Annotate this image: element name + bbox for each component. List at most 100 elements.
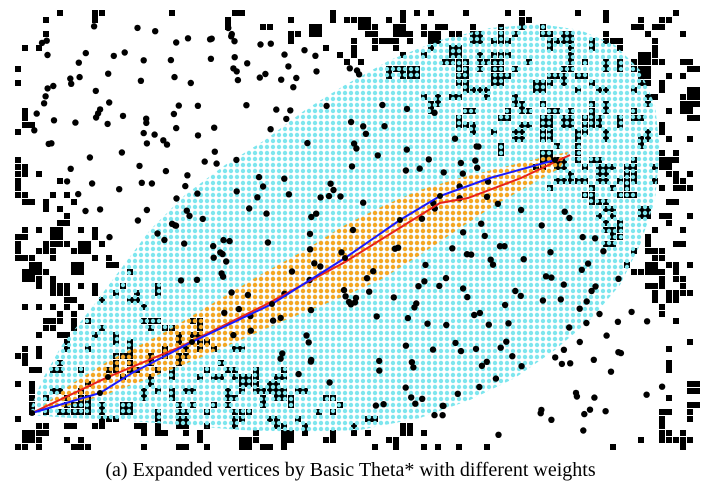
obstacle-cell: [15, 171, 21, 177]
obstacle-cell: [36, 171, 42, 177]
obstacle-dot: [67, 165, 74, 172]
obstacle-dot: [411, 304, 418, 311]
obstacle-cell: [288, 31, 294, 44]
obstacle-cell: [687, 339, 693, 345]
obstacle-cell: [680, 59, 693, 65]
obstacle-dot: [483, 193, 491, 200]
obstacle-cell: [36, 45, 42, 51]
obstacle-dot: [259, 183, 267, 190]
obstacle-dot: [313, 210, 320, 217]
obstacle-dot: [520, 256, 527, 263]
obstacle-dot: [337, 193, 344, 200]
obstacle-cell: [71, 444, 84, 450]
obstacle-dot: [374, 152, 381, 159]
obstacle-cell: [414, 10, 420, 16]
obstacle-cell: [50, 248, 56, 254]
obstacle-cell: [645, 248, 658, 254]
obstacle-dot: [281, 175, 288, 182]
obstacle-cell: [92, 283, 98, 296]
obstacle-dot: [560, 346, 568, 353]
obstacle-dot: [177, 277, 185, 284]
obstacle-dot: [182, 182, 189, 190]
obstacle-dot: [347, 301, 355, 308]
obstacle-cell: [22, 437, 35, 443]
obstacle-cell: [323, 45, 329, 51]
obstacle-cell: [36, 276, 42, 289]
obstacle-dot: [517, 292, 524, 300]
obstacle-cell: [365, 31, 378, 37]
obstacle-dot: [283, 115, 290, 123]
obstacle-dot: [170, 110, 178, 118]
obstacle-cell: [428, 10, 434, 16]
obstacle-cell: [71, 248, 77, 254]
obstacle-cell: [393, 437, 399, 450]
obstacle-dot: [33, 110, 40, 117]
obstacle-cell: [680, 178, 686, 184]
waypoint: [342, 255, 348, 261]
obstacle-dot: [501, 243, 508, 250]
obstacle-dot: [235, 305, 243, 313]
obstacle-cell: [519, 17, 525, 30]
obstacle-cell: [421, 24, 427, 30]
obstacle-cell: [15, 241, 21, 254]
obstacle-dot: [592, 283, 599, 290]
obstacle-cell: [22, 444, 28, 450]
obstacle-cell: [106, 255, 112, 261]
obstacle-dot: [312, 52, 319, 59]
obstacle-dot: [76, 73, 83, 81]
obstacle-dot: [323, 102, 330, 110]
obstacle-dot: [350, 140, 358, 147]
obstacle-cell: [15, 178, 21, 191]
obstacle-dot: [308, 213, 315, 221]
obstacle-dot: [162, 167, 170, 175]
obstacle-dot: [580, 427, 587, 434]
obstacle-dot: [583, 319, 590, 327]
obstacle-cell: [687, 101, 700, 107]
obstacle-cell: [680, 437, 686, 450]
obstacle-dot: [492, 375, 500, 382]
obstacle-cell: [50, 304, 56, 310]
obstacle-cell: [470, 24, 476, 30]
obstacle-cell: [22, 227, 28, 233]
obstacle-dot: [217, 249, 224, 256]
obstacle-cell: [330, 10, 336, 23]
obstacle-cell: [50, 241, 63, 247]
obstacle-cell: [288, 17, 294, 23]
obstacle-dot: [173, 195, 180, 202]
obstacle-cell: [659, 311, 665, 317]
obstacle-dot: [230, 65, 237, 72]
obstacle-cell: [15, 353, 21, 359]
obstacle-dot: [451, 135, 459, 142]
obstacle-dot: [478, 362, 486, 369]
expanded-region-orange: [38, 152, 568, 410]
obstacle-dot: [161, 236, 168, 244]
obstacle-cell: [659, 122, 665, 135]
obstacle-dot: [167, 56, 175, 64]
obstacle-dot: [119, 112, 127, 120]
obstacle-cell: [183, 444, 189, 450]
obstacle-dot: [452, 339, 459, 347]
obstacle-dot: [140, 57, 147, 64]
obstacle-dot: [152, 28, 159, 35]
obstacle-cell: [666, 290, 672, 303]
obstacle-dot: [201, 158, 208, 165]
obstacle-dot: [231, 54, 238, 61]
obstacle-cell: [15, 444, 21, 450]
obstacle-dot: [186, 212, 193, 220]
obstacle-cell: [92, 423, 98, 429]
obstacle-cell: [687, 416, 693, 422]
obstacle-dot: [363, 275, 371, 282]
obstacle-dot: [40, 100, 48, 107]
obstacle-cell: [43, 318, 56, 324]
obstacle-cell: [400, 31, 413, 37]
obstacle-cell: [456, 31, 462, 37]
obstacle-cell: [155, 423, 161, 436]
obstacle-dot: [424, 320, 431, 327]
obstacle-dot: [255, 173, 263, 181]
obstacle-dot: [295, 370, 302, 378]
obstacle-cell: [673, 150, 679, 156]
obstacle-cell: [64, 437, 70, 443]
obstacle-dot: [419, 395, 426, 402]
obstacle-cell: [78, 304, 84, 310]
obstacle-cell: [15, 416, 21, 422]
